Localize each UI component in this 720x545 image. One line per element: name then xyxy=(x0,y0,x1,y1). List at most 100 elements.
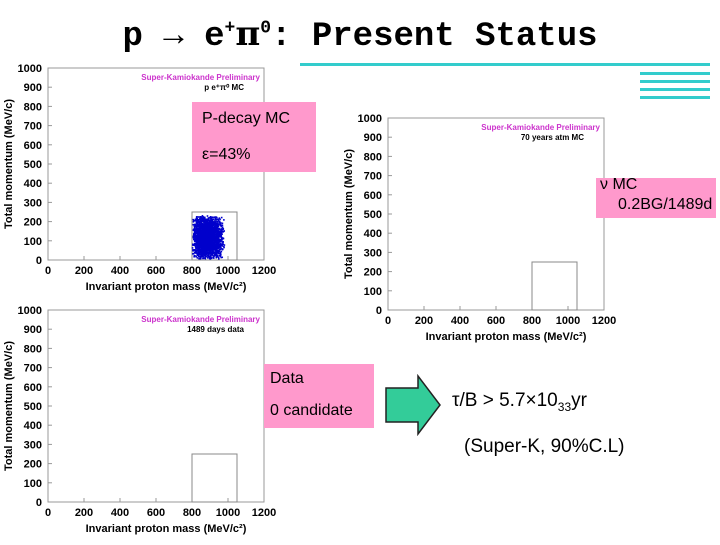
pdecay-point xyxy=(212,231,215,234)
pdecay-xtick-label: 200 xyxy=(75,265,93,277)
pdecay-point xyxy=(204,254,206,256)
pdecay-point xyxy=(206,226,209,228)
pdecay-point xyxy=(195,247,197,249)
pdecay-point xyxy=(213,236,215,238)
pdecay-point xyxy=(205,227,207,230)
pdecay-point xyxy=(218,223,220,225)
pdecay-xtick-label: 1200 xyxy=(252,265,276,277)
pdecay-point xyxy=(214,226,217,229)
pdecay-point xyxy=(211,243,213,246)
pdecay-point xyxy=(210,236,213,239)
nu-xtick-label: 1000 xyxy=(556,315,580,327)
pdecay-point xyxy=(195,255,197,257)
pdecay-point xyxy=(221,248,224,251)
slide-title: p → e+π0: Present Status xyxy=(0,14,720,56)
pdecay-point xyxy=(216,222,218,225)
data-ytick-label: 0 xyxy=(36,497,42,509)
pdecay-point xyxy=(214,248,217,251)
pdecay-point xyxy=(221,224,224,227)
pdecay-point xyxy=(197,241,200,243)
pdecay-point xyxy=(214,231,217,233)
pdecay-point xyxy=(217,236,220,239)
pdecay-point xyxy=(198,220,201,223)
pdecay-point xyxy=(205,243,208,245)
pdecay-point xyxy=(201,254,203,257)
pdecay-point xyxy=(193,238,196,241)
pdecay-point xyxy=(213,239,216,241)
pdecay-point xyxy=(210,254,213,256)
pdecay-point xyxy=(215,219,218,221)
pdecay-point xyxy=(215,228,218,231)
pdecay-point xyxy=(198,252,200,255)
pdecay-point xyxy=(215,254,218,257)
pdecay-point xyxy=(216,226,218,229)
pdecay-point xyxy=(196,234,199,237)
pdecay-point xyxy=(212,257,215,259)
nu-ytick-label: 500 xyxy=(364,209,382,221)
pdecay-point xyxy=(200,245,203,248)
pdecay-point xyxy=(193,251,196,254)
pdecay-point xyxy=(196,230,199,232)
pdecay-point xyxy=(217,256,220,259)
pdecay-point xyxy=(204,222,206,224)
pdecay-point xyxy=(200,247,203,249)
data-xtick-label: 400 xyxy=(111,507,129,519)
pdecay-point xyxy=(200,231,202,234)
pdecay-point xyxy=(217,250,220,253)
pdecay-point xyxy=(201,228,204,231)
pdecay-subtitle: p e⁺π⁰ MC xyxy=(204,83,244,92)
pdecay-point xyxy=(202,257,204,259)
pdecay-point xyxy=(219,240,221,243)
pdecay-point xyxy=(209,243,212,245)
pdecay-point xyxy=(220,228,223,230)
pdecay-point xyxy=(219,238,222,241)
pdecay-point xyxy=(198,253,200,256)
pdecay-point xyxy=(211,223,213,226)
title-pi: π xyxy=(235,14,261,54)
pdecay-point xyxy=(194,218,197,221)
pdecay-point xyxy=(199,225,202,228)
pdecay-point xyxy=(212,249,214,252)
pdecay-signal-box xyxy=(191,211,238,261)
data-ytick-label: 400 xyxy=(24,420,42,432)
pdecay-point xyxy=(212,247,215,250)
pdecay-point xyxy=(215,232,217,234)
pdecay-point xyxy=(193,240,196,242)
data-ytick-label: 600 xyxy=(24,382,42,394)
pdecay-point xyxy=(202,218,205,221)
pdecay-point xyxy=(217,219,220,222)
pdecay-point xyxy=(217,249,220,252)
title-arrow: → xyxy=(163,18,184,56)
limit-unit: yr xyxy=(571,390,587,411)
pdecay-point xyxy=(212,216,214,219)
pdecay-point xyxy=(214,252,217,254)
data-xtick-label: 200 xyxy=(75,507,93,519)
pdecay-point xyxy=(193,233,195,236)
data-ytick-label: 700 xyxy=(24,363,42,375)
pdecay-point xyxy=(207,217,209,220)
pdecay-point xyxy=(193,252,195,255)
data-stamp: Super-Kamiokande Preliminary xyxy=(141,315,260,324)
data-ytick-label: 300 xyxy=(24,439,42,451)
title-e: e xyxy=(204,18,225,56)
pdecay-point xyxy=(194,236,196,238)
pdecay-point xyxy=(206,223,209,225)
pdecay-point xyxy=(216,237,218,240)
pdecay-point xyxy=(211,233,213,236)
pdecay-point xyxy=(221,222,224,225)
pdecay-point xyxy=(211,249,213,251)
pdecay-point xyxy=(215,253,218,256)
pdecay-point xyxy=(209,237,211,239)
nu-ytick-label: 0 xyxy=(376,305,382,317)
pdecay-point xyxy=(202,225,205,228)
pdecay-point xyxy=(205,221,208,223)
pdecay-point xyxy=(198,224,201,227)
right-arrow-icon xyxy=(385,374,441,436)
pdecay-point xyxy=(198,230,200,233)
pdecay-points xyxy=(191,215,226,260)
pdecay-ytick-label: 400 xyxy=(24,178,42,190)
pdecay-point xyxy=(193,232,195,235)
nu-ylabel: Total momentum (MeV/c) xyxy=(343,149,355,279)
lifetime-limit: τ/B > 5.7×1033yr xyxy=(452,390,587,414)
pdecay-point xyxy=(209,220,211,222)
